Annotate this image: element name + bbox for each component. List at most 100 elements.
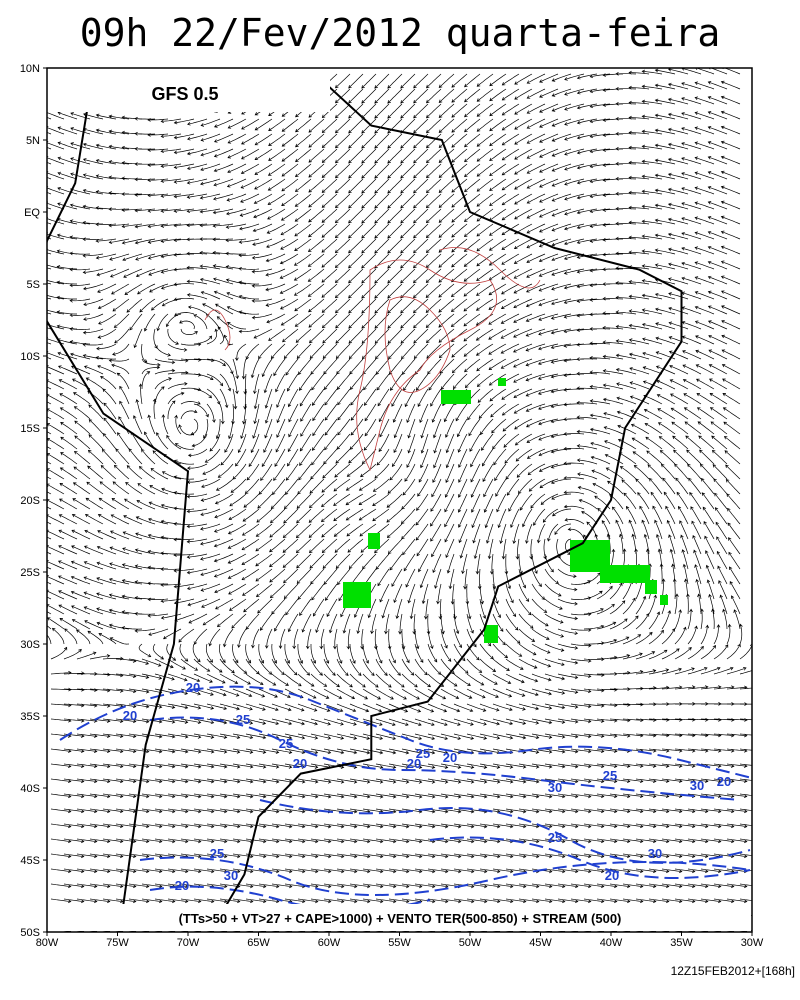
streamline — [576, 357, 598, 362]
streamline — [193, 388, 212, 399]
streamline — [227, 148, 247, 159]
streamline — [251, 283, 273, 288]
streamline — [431, 538, 442, 558]
streamline — [349, 778, 371, 784]
contour-label: 25 — [548, 830, 562, 845]
streamline — [308, 163, 325, 178]
streamline — [47, 207, 52, 210]
streamline — [102, 748, 124, 754]
streamline — [576, 103, 598, 110]
streamline — [657, 422, 676, 435]
streamline — [206, 883, 228, 889]
streamline — [335, 163, 351, 179]
streamline — [152, 643, 165, 660]
streamline — [147, 193, 169, 198]
streamline — [628, 115, 650, 120]
streamline — [209, 433, 221, 452]
streamline — [375, 808, 397, 814]
streamline — [596, 585, 613, 600]
streamline — [69, 203, 91, 210]
streamline — [729, 581, 741, 600]
streamline — [648, 883, 670, 889]
streamline — [706, 579, 715, 600]
streamline — [349, 748, 371, 755]
streamline — [514, 163, 533, 175]
streamline — [656, 394, 676, 405]
streamline — [681, 142, 702, 150]
streamline — [453, 898, 475, 904]
streamline — [687, 645, 704, 660]
streamline — [551, 163, 572, 172]
streamline — [288, 403, 299, 423]
streamline — [220, 448, 234, 466]
streamline — [212, 237, 234, 242]
streamline — [713, 763, 735, 768]
streamline — [550, 388, 572, 394]
streamline — [615, 176, 637, 181]
streamline — [193, 658, 211, 672]
streamline — [60, 452, 78, 465]
streamline — [134, 146, 156, 151]
streamline — [47, 545, 65, 555]
streamline — [427, 793, 449, 799]
streamline — [635, 651, 656, 660]
streamline — [720, 185, 741, 195]
streamline — [322, 328, 338, 344]
streamline — [700, 778, 722, 783]
streamline — [187, 133, 208, 141]
streamline — [245, 748, 267, 754]
streamline — [609, 654, 631, 660]
streamline — [563, 490, 585, 495]
streamline — [297, 838, 319, 844]
streamline — [425, 298, 442, 313]
lon-label: 55W — [388, 937, 411, 949]
streamline — [438, 298, 455, 313]
streamline — [482, 463, 494, 483]
streamline — [414, 763, 436, 769]
streamline — [269, 508, 286, 524]
streamline — [297, 688, 317, 699]
streamline — [518, 658, 538, 669]
streamline — [284, 838, 306, 844]
streamline — [50, 793, 72, 799]
streamline — [226, 321, 247, 330]
streamline — [323, 778, 345, 784]
streamline — [241, 568, 260, 581]
streamline — [251, 628, 260, 649]
streamline — [641, 114, 663, 120]
streamline — [167, 763, 189, 769]
streamline — [310, 748, 332, 755]
streamline — [615, 87, 637, 91]
streamline — [655, 322, 676, 330]
streamline — [695, 364, 715, 375]
streamline — [388, 703, 409, 713]
streamline — [293, 253, 312, 266]
streamline — [102, 823, 124, 829]
streamline — [294, 298, 312, 312]
streamline — [687, 463, 702, 480]
streamline — [356, 613, 364, 634]
streamline — [659, 563, 664, 585]
streamline — [141, 838, 163, 844]
streamline — [505, 898, 527, 904]
streamline — [178, 424, 195, 436]
streamline — [440, 898, 462, 904]
streamline — [89, 898, 111, 904]
streamline — [173, 491, 195, 495]
streamline — [492, 658, 510, 671]
streamline — [174, 312, 195, 316]
streamline — [537, 388, 559, 395]
streamline — [476, 268, 494, 282]
streamline — [199, 223, 221, 228]
streamline — [112, 343, 130, 356]
streamline — [723, 421, 741, 435]
streamline — [403, 553, 416, 572]
streamline — [478, 403, 494, 419]
streamline — [76, 763, 98, 769]
streamline — [258, 673, 277, 686]
streamline — [219, 808, 241, 814]
streamline — [414, 898, 436, 904]
streamline — [641, 293, 663, 300]
streamline — [414, 883, 436, 889]
streamline — [400, 328, 416, 344]
